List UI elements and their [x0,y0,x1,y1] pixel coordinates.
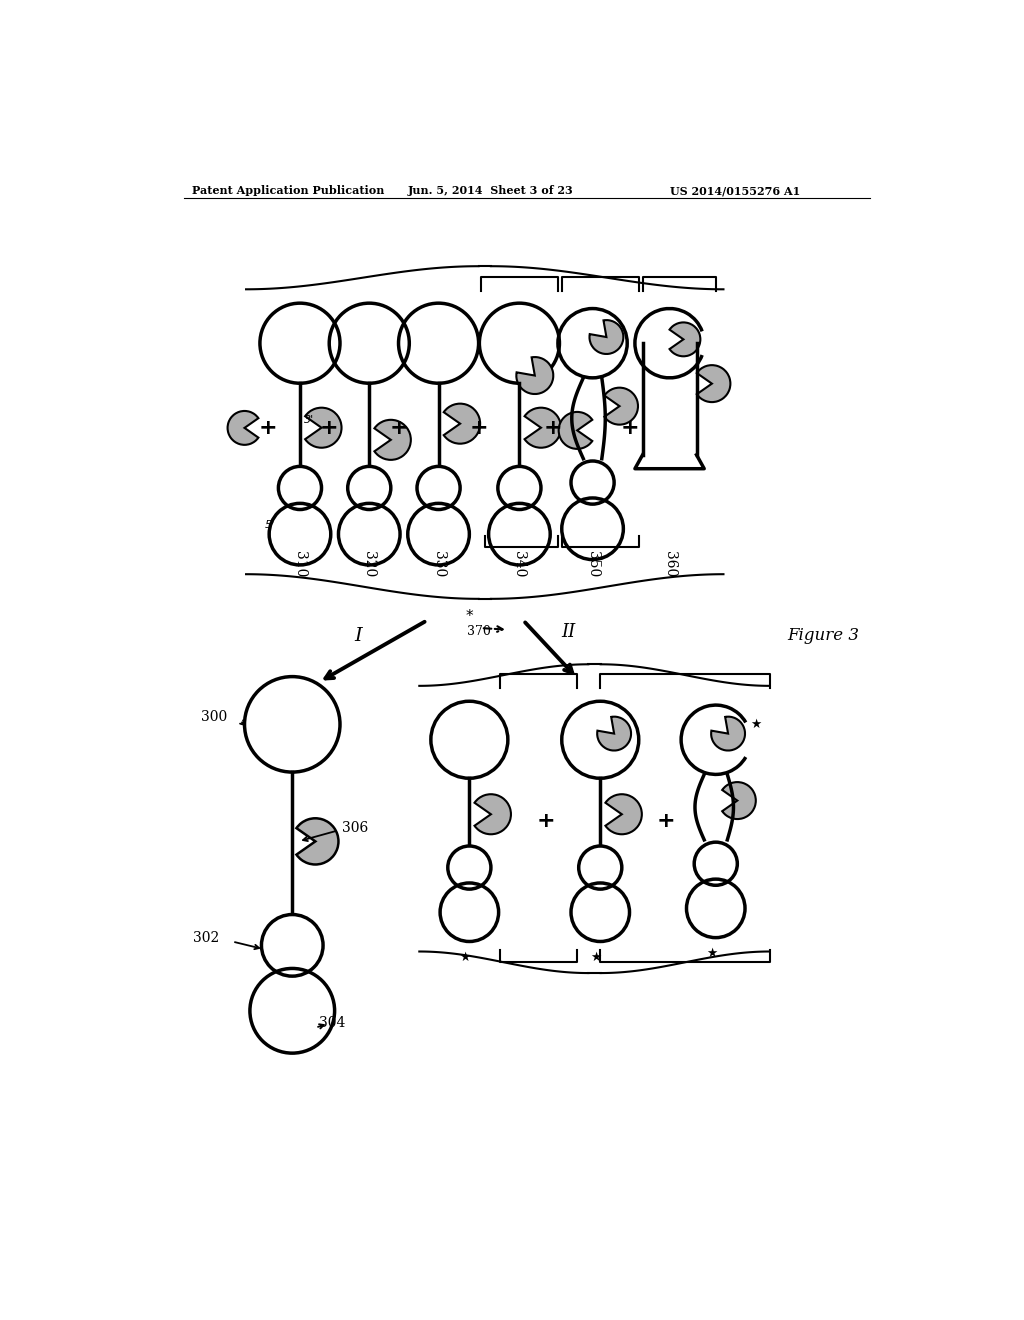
Text: 370: 370 [467,626,490,639]
Text: +: + [656,810,675,830]
Text: 300: 300 [201,710,226,723]
Wedge shape [696,366,730,403]
Text: $★$: $★$ [706,946,718,960]
Wedge shape [559,412,592,449]
Wedge shape [722,783,756,818]
Wedge shape [474,795,511,834]
Text: $★$: $★$ [590,950,602,964]
Text: 302: 302 [193,931,219,945]
Wedge shape [443,404,480,444]
Text: I: I [354,627,361,644]
Wedge shape [597,717,631,751]
Wedge shape [516,358,553,393]
Text: +: + [621,418,639,438]
Text: 3': 3' [304,414,314,425]
Text: 310: 310 [293,552,307,577]
Wedge shape [296,818,339,865]
Wedge shape [375,420,411,459]
Wedge shape [670,322,700,356]
Text: Figure 3: Figure 3 [787,627,859,644]
Text: Jun. 5, 2014  Sheet 3 of 23: Jun. 5, 2014 Sheet 3 of 23 [408,185,573,197]
Text: 330: 330 [431,552,445,577]
Text: US 2014/0155276 A1: US 2014/0155276 A1 [670,185,800,197]
Text: +: + [258,418,276,438]
Text: +: + [319,418,339,438]
Text: 5': 5' [265,520,275,529]
Text: 340: 340 [512,552,526,577]
Text: II: II [561,623,575,642]
Wedge shape [227,411,258,445]
Text: 360: 360 [663,552,677,577]
Text: +: + [470,418,488,438]
Text: Patent Application Publication: Patent Application Publication [193,185,385,197]
Wedge shape [604,388,638,425]
Text: +: + [389,418,408,438]
Text: 320: 320 [362,552,376,577]
Text: $★$: $★$ [751,718,763,731]
Text: +: + [543,418,562,438]
Wedge shape [524,408,561,447]
Text: *: * [466,609,473,624]
Wedge shape [605,795,642,834]
Wedge shape [590,321,624,354]
Wedge shape [305,408,342,447]
Text: 306: 306 [342,821,369,834]
Text: 350: 350 [586,552,600,577]
Wedge shape [711,717,745,751]
Text: +: + [537,810,556,830]
Text: 304: 304 [319,1016,345,1031]
Text: $★$: $★$ [460,950,472,964]
